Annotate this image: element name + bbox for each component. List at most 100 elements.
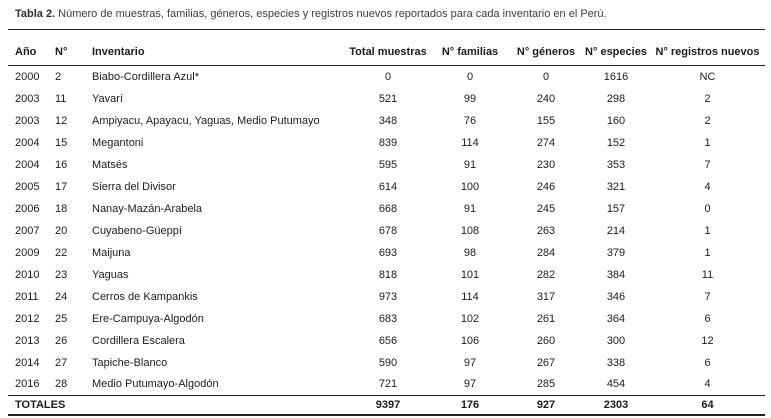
cell-especies: 346	[606, 290, 626, 303]
cell-generos: 240	[536, 92, 556, 105]
cell-number: 2	[55, 70, 62, 83]
cell-registros-nuevos: 1	[704, 224, 711, 237]
cell-especies: 353	[606, 158, 626, 171]
cell-number: 12	[55, 114, 68, 127]
cell-year: 2006	[15, 202, 40, 215]
cell-number: 11	[55, 92, 67, 105]
cell-registros-nuevos: 6	[704, 356, 711, 369]
cell-year: 2003	[15, 92, 40, 105]
cell-registros-nuevos: 7	[704, 158, 711, 171]
cell-familias: 101	[460, 268, 480, 281]
cell-inventory: Tapiche-Blanco	[92, 356, 168, 369]
table-row: 2016 28 Medio Putumayo-Algodón 721 97 285 454 4	[8, 374, 765, 396]
cell-total-muestras: 973	[378, 290, 398, 303]
table-row: 2005 17 Sierra del Divisor 614 100 246 321 4	[8, 176, 765, 198]
cell-registros-nuevos: 4	[704, 378, 711, 391]
cell-generos: 282	[536, 268, 556, 281]
cell-inventory: Cerros de Kampankis	[92, 290, 198, 303]
cell-number: 15	[55, 136, 68, 149]
cell-year: 2011	[15, 290, 39, 303]
table-row: 2003 12 Ampiyacu, Apayacu, Yaguas, Medio P…	[8, 110, 765, 132]
table-row: 2007 20 Cuyabeno-Güeppí 678 108 263 214 1	[8, 220, 765, 242]
cell-familias: 97	[463, 378, 477, 391]
cell-total-muestras: 683	[378, 312, 398, 325]
cell-year: 2013	[15, 334, 40, 347]
column-header-generos: N° géneros	[510, 29, 582, 66]
cell-familias: 106	[460, 334, 480, 347]
cell-generos: 285	[536, 378, 556, 391]
cell-generos: 245	[536, 202, 556, 215]
cell-total-muestras: 668	[378, 202, 398, 215]
cell-familias: 76	[463, 114, 477, 127]
cell-generos: 155	[536, 114, 556, 127]
cell-especies: 160	[606, 114, 626, 127]
column-header-registros-nuevos: N° registros nuevos	[650, 29, 765, 66]
cell-inventory: Ere-Campuya-Algodón	[92, 312, 204, 325]
table-caption-label: Tabla 2.	[15, 8, 56, 20]
cell-registros-nuevos: 7	[704, 290, 711, 303]
cell-familias: 98	[463, 246, 477, 259]
table-row: 2010 23 Yaguas 818 101 282 384 11	[8, 264, 765, 286]
cell-total-muestras: 590	[378, 356, 398, 369]
cell-registros-nuevos: 11	[701, 268, 714, 281]
cell-number: 23	[55, 268, 68, 281]
cell-number: 18	[55, 202, 68, 215]
cell-especies: 298	[606, 92, 626, 105]
inventory-table: Año N° Inventario Total muestras N° fami…	[8, 29, 765, 416]
cell-total-muestras: 521	[378, 92, 398, 105]
cell-registros-nuevos: 12	[701, 334, 714, 347]
cell-familias: 97	[463, 356, 477, 369]
cell-number: 17	[55, 180, 68, 193]
table-row: 2004 16 Matsés 595 91 230 353 7	[8, 154, 765, 176]
table-row: 2004 15 Megantoni 839 114 274 152 1	[8, 132, 765, 154]
cell-total-muestras: 614	[378, 180, 398, 193]
table-caption-text: Número de muestras, familias, géneros, e…	[58, 8, 607, 20]
table-row: 2009 22 Maijuna 693 98 284 379 1	[8, 242, 765, 264]
cell-inventory: Cuyabeno-Güeppí	[92, 224, 182, 237]
cell-especies: 300	[606, 334, 626, 347]
cell-year: 2016	[15, 378, 40, 391]
cell-generos: 260	[536, 334, 556, 347]
cell-inventory: Matsés	[92, 158, 128, 171]
cell-year: 2004	[15, 158, 40, 171]
cell-especies: 338	[606, 356, 626, 369]
cell-familias: 100	[460, 180, 480, 193]
column-header-familias: N° familias	[430, 29, 510, 66]
cell-number: 16	[55, 158, 68, 171]
table-row: 2011 24 Cerros de Kampankis 973 114 317 346 7	[8, 286, 765, 308]
cell-total-muestras: 693	[378, 246, 398, 259]
totals-row: TOTALES 9397 176 927 2303 64	[8, 395, 765, 416]
cell-generos: 0	[542, 70, 550, 83]
cell-registros-nuevos: 0	[704, 202, 711, 215]
column-header-number: N°	[50, 29, 88, 66]
cell-especies: 379	[606, 246, 626, 259]
totals-generos: 927	[510, 395, 582, 416]
cell-registros-nuevos: NC	[699, 70, 716, 83]
cell-total-muestras: 839	[378, 136, 398, 149]
cell-number: 27	[55, 356, 68, 369]
cell-number: 25	[55, 312, 68, 325]
cell-inventory: Cordillera Escalera	[92, 334, 185, 347]
cell-number: 22	[55, 246, 68, 259]
column-header-total-muestras: Total muestras	[346, 29, 430, 66]
cell-inventory: Nanay-Mazán-Arabela	[92, 202, 203, 215]
table-row: 2012 25 Ere-Campuya-Algodón 683 102 261 364 6	[8, 308, 765, 330]
cell-especies: 214	[606, 224, 626, 237]
cell-familias: 91	[463, 202, 477, 215]
column-header-year: Año	[8, 29, 50, 66]
table-row: 2003 11 Yavarí 521 99 240 298 2	[8, 88, 765, 110]
cell-number: 28	[55, 378, 68, 391]
cell-year: 2009	[15, 246, 40, 259]
cell-total-muestras: 818	[378, 268, 398, 281]
cell-inventory: Biabo-Cordillera Azul*	[92, 70, 199, 83]
cell-registros-nuevos: 1	[704, 246, 711, 259]
column-header-especies: N° especies	[582, 29, 650, 66]
table-row: 2013 26 Cordillera Escalera 656 106 260 300 12	[8, 330, 765, 352]
table-body: 2000 2 Biabo-Cordillera Azul* 0 0 0 1616 NC 2003…	[8, 66, 765, 396]
totals-muestras: 9397	[346, 395, 430, 416]
cell-familias: 108	[460, 224, 480, 237]
cell-familias: 114	[461, 136, 479, 149]
cell-inventory: Medio Putumayo-Algodón	[92, 378, 219, 391]
table-footer: TOTALES 9397 176 927 2303 64	[8, 395, 765, 416]
cell-generos: 317	[536, 290, 556, 303]
